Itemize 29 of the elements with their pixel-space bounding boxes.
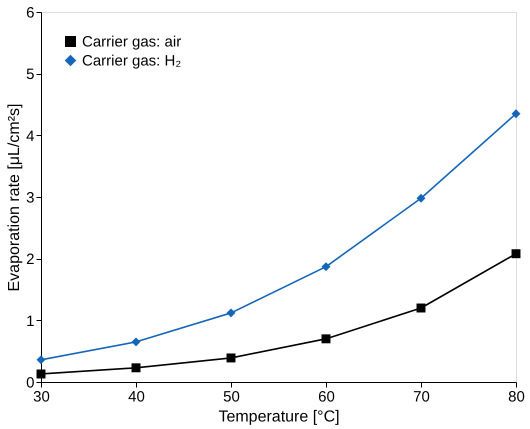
x-tick-label: 50 <box>223 388 240 406</box>
point <box>36 370 46 378</box>
point <box>36 355 46 364</box>
legend-label: Carrier gas: H₂ <box>82 52 182 70</box>
point <box>226 353 236 362</box>
point <box>132 363 140 372</box>
y-tick-label: 1 <box>26 312 34 330</box>
point <box>512 109 520 118</box>
x-tick-label: 30 <box>33 388 50 406</box>
y-axis-title: Evaporation rate [μL/cm²s] <box>6 104 24 292</box>
y-tick-label: 4 <box>26 128 34 145</box>
x-axis-title: Temperature [°C] <box>218 408 340 426</box>
x-tick-label: 80 <box>508 388 525 406</box>
point <box>416 194 426 203</box>
y-tick-label: 6 <box>26 4 34 22</box>
x-tick-label: 70 <box>413 388 430 406</box>
y-tick-label: 0 <box>26 374 34 392</box>
point <box>132 337 140 346</box>
point <box>322 262 330 272</box>
point <box>512 249 520 258</box>
y-tick-label: 2 <box>26 251 34 268</box>
point <box>322 334 330 344</box>
point <box>416 304 426 312</box>
point <box>226 308 236 318</box>
legend-label: Carrier gas: air <box>82 34 182 50</box>
y-tick-label: 3 <box>26 190 34 206</box>
x-tick-label: 40 <box>128 388 145 406</box>
x-tick-label: 60 <box>318 388 335 406</box>
y-tick-label: 5 <box>26 66 34 84</box>
